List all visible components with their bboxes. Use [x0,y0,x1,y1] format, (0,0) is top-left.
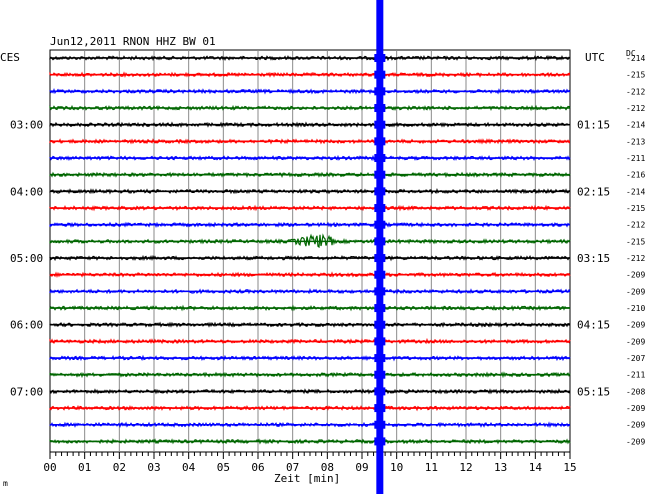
x-tick-label: 15 [563,461,576,474]
x-tick-label: 09 [355,461,368,474]
dc-offset-label: -209 [626,437,645,446]
left-time-label: 07:00 [10,385,43,398]
dc-offset-label: -215 [626,237,645,246]
x-tick-label: 06 [251,461,264,474]
teleseism-event-band [376,0,384,494]
teleseism-event-marker [374,287,386,296]
teleseism-event-marker [374,404,386,413]
trace-row-19 [49,371,571,379]
right-time-label: 03:15 [577,252,610,265]
teleseism-event-marker [374,304,386,313]
dc-offset-label: -214 [626,121,645,130]
x-tick-label: 08 [321,461,334,474]
teleseism-event-marker [374,120,386,129]
teleseism-event-marker [374,354,386,363]
x-tick-label: 12 [459,461,472,474]
teleseism-event-marker [374,187,386,196]
left-time-label: 05:00 [10,252,43,265]
dc-offset-label: -209 [626,321,645,330]
dc-offset-label: -212 [626,104,645,113]
dc-offset-label: -209 [626,337,645,346]
x-tick-label: 13 [494,461,507,474]
dc-offset-label: -211 [626,154,645,163]
teleseism-event-marker [374,420,386,429]
right-timezone-label: UTC [585,51,605,64]
teleseism-event-marker [374,204,386,213]
left-timezone-label: CES [0,51,20,64]
traces [49,55,571,445]
x-tick-label: 10 [390,461,403,474]
dc-offset-label: -209 [626,271,645,280]
events [374,0,386,494]
chart-title: Jun12,2011 RNON HHZ BW 01 [50,35,216,48]
x-tick-label: 03 [147,461,160,474]
teleseism-event-marker [374,270,386,279]
grid [49,49,571,459]
x-tick-label: 14 [529,461,543,474]
dc-offset-label: -211 [626,371,645,380]
corner-mark: m [3,479,8,488]
right-time-label: 02:15 [577,185,610,198]
teleseism-event-marker [374,337,386,346]
teleseism-event-marker [374,237,386,246]
dc-offset-label: -210 [626,304,645,313]
dc-offset-label: -207 [626,354,645,363]
teleseism-event-marker [374,437,386,446]
teleseism-event-marker [374,220,386,229]
teleseism-event-marker [374,370,386,379]
x-tick-label: 07 [286,461,299,474]
dc-offset-label: -209 [626,404,645,413]
dc-offset-label: -212 [626,87,645,96]
teleseism-event-marker [374,54,386,62]
teleseism-event-marker [374,254,386,263]
dc-offset-label: -212 [626,221,645,230]
dc-offset-label: -214 [626,54,645,63]
teleseism-event-marker [374,154,386,163]
right-time-label: 04:15 [577,319,610,332]
left-time-label: 04:00 [10,185,43,198]
teleseism-event-marker [374,387,386,396]
teleseism-event-marker [374,87,386,96]
teleseism-event-marker [374,320,386,329]
right-time-label: 05:15 [577,385,610,398]
teleseism-event-marker [374,137,386,146]
labels: 00 01 02 03 04 05 06 07 08 09 10 11 12 13 14 15 -214 -215… [10,54,645,474]
dc-offset-label: -216 [626,171,645,180]
right-time-label: 01:15 [577,119,610,132]
x-tick-label: 05 [217,461,230,474]
teleseism-event-marker [374,70,386,79]
x-tick-label: 11 [425,461,438,474]
dc-offset-label: -209 [626,421,645,430]
dc-offset-label: -214 [626,187,645,196]
left-time-label: 06:00 [10,319,43,332]
teleseism-event-marker [374,104,386,113]
dc-offset-label: -213 [626,137,645,146]
left-time-label: 03:00 [10,119,43,132]
dc-offset-label: -212 [626,254,645,263]
x-tick-label: 00 [43,461,56,474]
dc-offset-label: -208 [626,387,645,396]
dc-offset-label: -209 [626,287,645,296]
x-tick-label: 04 [182,461,196,474]
x-axis-label: Zeit [min] [274,472,340,485]
x-tick-label: 01 [78,461,91,474]
dc-offset-label: -215 [626,204,645,213]
teleseism-event-marker [374,170,386,179]
x-tick-label: 02 [113,461,126,474]
dc-offset-label: -215 [626,71,645,80]
dc-header-label: DC [626,49,636,58]
